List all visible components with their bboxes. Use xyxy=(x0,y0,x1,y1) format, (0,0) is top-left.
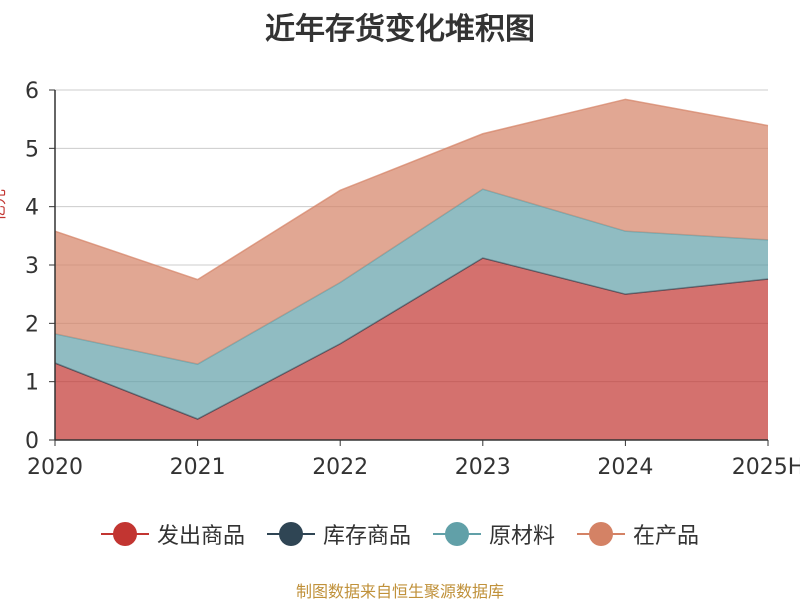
x-tick-label: 2024 xyxy=(597,455,653,480)
legend-item[interactable]: 原材料 xyxy=(433,518,555,550)
legend: 发出商品 库存商品 原材料 在产品 xyxy=(0,516,800,552)
area-在产品 xyxy=(55,99,768,365)
legend-label: 库存商品 xyxy=(322,524,411,549)
x-tick-label: 2021 xyxy=(170,455,226,480)
legend-item[interactable]: 发出商品 xyxy=(100,518,245,550)
y-tick-label: 2 xyxy=(25,312,39,337)
x-tick-label: 2020 xyxy=(27,455,83,480)
line-在产品 xyxy=(54,98,769,281)
legend-item[interactable]: 在产品 xyxy=(577,518,699,550)
area-发出商品 xyxy=(55,258,768,440)
area-原材料 xyxy=(55,189,768,419)
legend-marker-icon xyxy=(100,521,149,547)
chart-title: 近年存货变化堆积图 xyxy=(265,12,535,47)
y-tick-label: 3 xyxy=(25,254,39,279)
x-tick-label: 2023 xyxy=(455,455,511,480)
legend-item[interactable]: 库存商品 xyxy=(266,518,411,550)
legend-label: 在产品 xyxy=(633,524,700,549)
x-tick-label: 2022 xyxy=(312,455,368,480)
line-原材料 xyxy=(54,188,769,365)
legend-label: 发出商品 xyxy=(156,524,245,549)
legend-marker-icon xyxy=(266,521,315,547)
legend-dot xyxy=(445,522,469,546)
y-tick-label: 5 xyxy=(25,137,39,162)
x-tick-label: 2025H xyxy=(732,455,800,480)
legend-label: 原材料 xyxy=(489,524,556,549)
y-tick-label: 0 xyxy=(25,429,39,454)
legend-marker-icon xyxy=(577,521,626,547)
source-note: 制图数据来自恒生聚源数据库 xyxy=(295,582,504,601)
y-axis-label: 亿元 xyxy=(0,189,8,221)
y-tick-label: 6 xyxy=(25,79,39,104)
y-tick-label: 4 xyxy=(25,196,39,221)
legend-marker-icon xyxy=(433,521,481,547)
y-tick-label: 1 xyxy=(25,371,39,396)
legend-dot xyxy=(278,522,303,546)
legend-dot xyxy=(112,522,137,546)
legend-dot xyxy=(589,522,614,546)
